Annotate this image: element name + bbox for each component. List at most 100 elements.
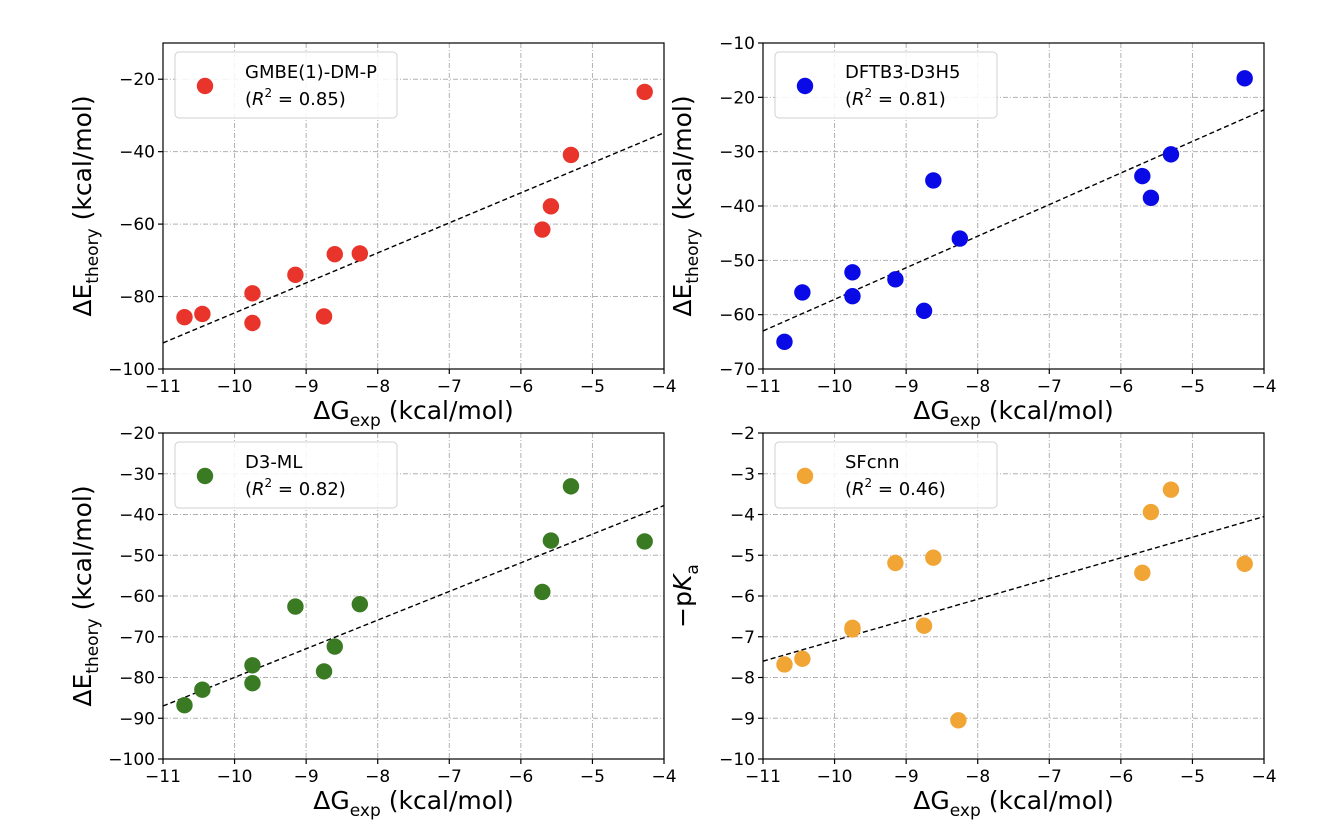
y-tick-label: −50 <box>119 546 155 566</box>
y-tick-label: −5 <box>730 546 755 566</box>
x-tick-label: −8 <box>365 377 390 397</box>
legend-marker <box>796 77 814 95</box>
y-tick-label: −90 <box>119 709 155 729</box>
data-point <box>315 308 333 325</box>
data-point <box>315 663 333 680</box>
legend: SFcnn (R2 = 0.46) <box>774 441 998 509</box>
legend-box <box>174 441 398 509</box>
y-tick-label: −20 <box>719 88 755 108</box>
x-tick-label: −4 <box>1251 377 1276 397</box>
regression-line <box>762 515 1265 662</box>
x-tick-label: −5 <box>580 377 605 397</box>
y-tick-label: −60 <box>119 215 155 235</box>
x-tick-label: −7 <box>437 377 462 397</box>
x-tick-label: −8 <box>965 767 990 787</box>
data-point <box>351 595 369 613</box>
x-tick-label: −8 <box>965 377 990 397</box>
x-axis-title: ΔGexp (kcal/mol) <box>313 786 513 821</box>
data-point <box>326 638 343 655</box>
legend-box <box>774 441 998 509</box>
y-tick-label: −2 <box>730 424 755 444</box>
data-point <box>636 533 653 550</box>
y-axis-title: ΔEtheory (kcal/mol) <box>68 95 103 316</box>
legend-marker <box>196 77 214 95</box>
x-tick-label: −11 <box>145 377 181 397</box>
x-tick-label: −11 <box>745 377 781 397</box>
legend-series-name: D3-ML <box>245 452 302 473</box>
data-point <box>844 619 861 636</box>
data-point <box>542 532 560 549</box>
data-point <box>244 314 261 332</box>
data-point <box>542 198 560 215</box>
y-tick-label: −10 <box>719 750 755 770</box>
data-point <box>794 650 811 667</box>
x-tick-label: −10 <box>817 377 853 397</box>
y-tick-label: −9 <box>730 709 755 729</box>
data-point <box>1162 146 1180 163</box>
x-tick-label: −6 <box>508 377 533 397</box>
x-tick-label: −10 <box>217 767 253 787</box>
legend: DFTB3-D3H5 (R2 = 0.81) <box>774 51 998 119</box>
x-tick-label: −6 <box>1108 767 1133 787</box>
y-tick-label: −10 <box>719 34 755 54</box>
y-axis-title: −pKa <box>668 564 703 628</box>
data-point <box>194 305 211 323</box>
y-tick-label: −40 <box>119 143 155 163</box>
y-tick-label: −80 <box>119 669 155 689</box>
data-point <box>1236 70 1253 87</box>
y-tick-label: −70 <box>119 628 155 648</box>
data-point <box>326 245 343 263</box>
y-tick-label: −40 <box>719 197 755 217</box>
y-tick-label: −30 <box>119 465 155 485</box>
x-tick-label: −7 <box>437 767 462 787</box>
data-point <box>287 266 304 284</box>
x-tick-label: −5 <box>1180 377 1205 397</box>
data-point <box>244 675 261 692</box>
x-axis-title: ΔGexp (kcal/mol) <box>913 786 1113 821</box>
y-tick-label: −4 <box>730 506 755 526</box>
y-tick-label: −100 <box>108 360 155 380</box>
x-tick-label: −5 <box>1180 767 1205 787</box>
data-point <box>915 302 933 320</box>
data-point <box>1134 564 1151 581</box>
y-tick-label: −60 <box>719 306 755 326</box>
data-point <box>950 712 967 729</box>
data-point <box>176 309 193 326</box>
data-point <box>776 333 793 351</box>
panel-dftb3-d3h5: −11 −10 −9 −8 −7 −6 −5 −4 −70 −60 −50 −40 −30 −20 −10 Δ… <box>668 34 1277 431</box>
data-point <box>636 83 653 101</box>
y-tick-label: −60 <box>119 587 155 607</box>
y-tick-label: −80 <box>119 288 155 308</box>
data-point <box>351 245 369 262</box>
y-tick-label: −30 <box>719 143 755 163</box>
data-point <box>534 583 551 601</box>
x-tick-label: −9 <box>894 767 919 787</box>
x-axis-title: ΔGexp (kcal/mol) <box>913 396 1113 431</box>
legend: D3-ML (R2 = 0.82) <box>174 441 398 509</box>
panel-sfcnn: −11 −10 −9 −8 −7 −6 −5 −4−10−9−8−7−6−5−4−3−2ΔGe… <box>668 424 1277 821</box>
data-point <box>534 221 551 238</box>
y-tick-label: −8 <box>730 669 755 689</box>
y-tick-label: −7 <box>730 628 755 648</box>
data-point <box>194 681 211 698</box>
x-axis-title: ΔGexp (kcal/mol) <box>313 396 513 431</box>
data-point <box>887 554 904 572</box>
x-tick-label: −5 <box>580 767 605 787</box>
x-tick-label: −4 <box>1251 767 1276 787</box>
data-point <box>244 657 261 674</box>
data-point <box>176 697 193 714</box>
y-axis-title: ΔEtheory (kcal/mol) <box>668 95 703 316</box>
data-point <box>562 478 580 495</box>
data-point <box>562 146 580 164</box>
legend-box <box>774 51 998 119</box>
data-point <box>951 230 969 247</box>
y-tick-label: −100 <box>108 750 155 770</box>
legend-marker <box>196 467 214 485</box>
x-tick-label: −11 <box>145 767 181 787</box>
legend-series-name: SFcnn <box>845 452 900 473</box>
x-tick-label: −9 <box>894 377 919 397</box>
x-tick-label: −4 <box>651 767 676 787</box>
y-tick-label: −70 <box>719 360 755 380</box>
y-tick-label: −6 <box>730 587 755 607</box>
